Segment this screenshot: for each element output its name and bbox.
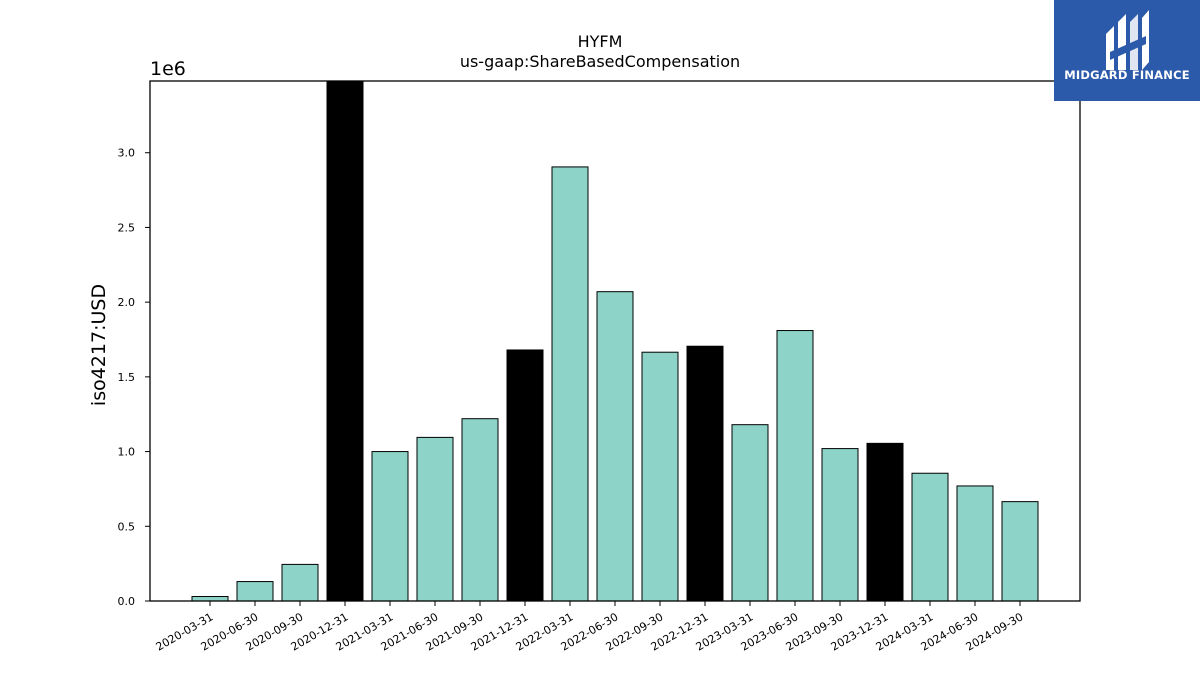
bar [956, 485, 994, 602]
bar [866, 442, 904, 602]
y-tick-label: 2.5 [118, 221, 136, 234]
bar [416, 436, 454, 602]
bar [236, 581, 274, 602]
chart-title: HYFM [577, 32, 623, 51]
y-tick-label: 2.0 [118, 296, 136, 309]
y-tick-label: 0.0 [118, 595, 136, 608]
midgard-finance-logo: MIDGARD FINANCE [1054, 0, 1200, 101]
bar [641, 351, 679, 602]
bar [686, 345, 724, 602]
bar [821, 448, 859, 602]
bar [776, 330, 814, 602]
y-tick-label: 1.5 [118, 371, 136, 384]
y-axis-label: iso4217:USD [88, 284, 110, 406]
y-multiplier-label: 1e6 [150, 58, 186, 80]
bar [281, 563, 319, 602]
bar [371, 451, 409, 602]
y-tick-label: 3.0 [118, 147, 136, 160]
y-tick-label: 0.5 [118, 520, 136, 533]
bar [1001, 501, 1039, 602]
bar [506, 349, 544, 602]
bar [731, 424, 769, 602]
logo-text: MIDGARD FINANCE [1064, 68, 1190, 82]
bar [326, 80, 364, 602]
bar [551, 166, 589, 602]
y-tick-label: 1.0 [118, 446, 136, 459]
bar [911, 472, 949, 602]
midgard-logo-icon [1106, 10, 1149, 70]
chart-subtitle: us-gaap:ShareBasedCompensation [459, 52, 741, 71]
bar [461, 418, 499, 602]
bar [191, 596, 229, 602]
bar [596, 291, 634, 602]
